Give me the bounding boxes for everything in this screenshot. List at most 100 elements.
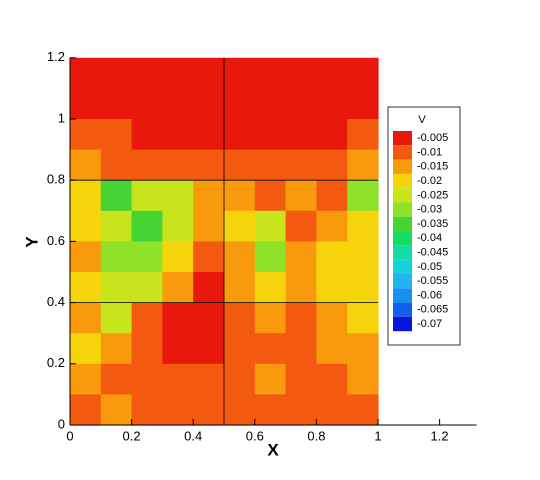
- contour-cell: [224, 149, 256, 181]
- contour-cell: [254, 333, 287, 365]
- contour-cell: [70, 149, 102, 181]
- contour-cell: [254, 57, 287, 89]
- contour-cell: [162, 333, 194, 365]
- contour-cell: [193, 57, 225, 89]
- contour-cell: [100, 180, 133, 212]
- contour-cell: [193, 241, 225, 273]
- y-tick-label: 0.4: [47, 294, 65, 309]
- legend-label: -0.03: [417, 204, 442, 216]
- legend-swatch: [393, 159, 412, 174]
- y-tick-label: 1.2: [47, 49, 65, 64]
- contour-cell: [347, 272, 379, 304]
- contour-cell: [285, 149, 317, 181]
- contour-cell: [193, 180, 225, 212]
- contour-cell: [162, 241, 194, 273]
- contour-cell: [70, 88, 102, 120]
- contour-cell: [347, 333, 379, 365]
- y-tick-label: 0.6: [47, 233, 65, 248]
- contour-cell: [254, 149, 287, 181]
- contour-cell: [193, 88, 225, 120]
- legend-swatch: [393, 188, 412, 203]
- legend-swatch: [393, 316, 412, 332]
- contour-cell: [347, 88, 379, 120]
- contour-cell: [193, 363, 225, 395]
- contour-cell: [224, 241, 256, 273]
- contour-cell: [254, 394, 287, 426]
- legend-swatch: [393, 302, 412, 317]
- contour-cell: [285, 57, 317, 89]
- contour-cell: [100, 302, 133, 334]
- legend-label: -0.005: [417, 132, 448, 144]
- legend-label: -0.04: [417, 232, 442, 244]
- contour-cell: [162, 210, 194, 242]
- contour-cell: [193, 119, 225, 151]
- contour-cell: [316, 394, 348, 426]
- contour-cell: [131, 394, 163, 426]
- contour-cell: [162, 57, 194, 89]
- contour-cell: [224, 180, 256, 212]
- x-tick-label: 0.6: [246, 428, 264, 443]
- contour-cell: [193, 394, 225, 426]
- legend-swatch: [393, 202, 412, 217]
- contour-cell: [254, 241, 287, 273]
- contour-cell: [316, 57, 348, 89]
- y-axis-title: Y: [22, 236, 41, 248]
- legend-swatch: [393, 245, 412, 260]
- legend-label: -0.06: [417, 289, 442, 301]
- contour-cell: [131, 363, 163, 395]
- contour-cell: [316, 149, 348, 181]
- contour-cell: [162, 180, 194, 212]
- contour-cell: [254, 119, 287, 151]
- legend-swatch: [393, 259, 412, 274]
- contour-cell: [70, 180, 102, 212]
- contour-cell: [193, 302, 225, 334]
- contour-cell: [131, 57, 163, 89]
- contour-cell: [316, 363, 348, 395]
- contour-cell: [224, 363, 256, 395]
- contour-cell: [162, 302, 194, 334]
- contour-cell: [224, 57, 256, 89]
- contour-cell: [100, 119, 133, 151]
- contour-cell: [131, 272, 163, 304]
- x-tick-label: 1: [374, 428, 381, 443]
- x-axis-title: X: [267, 440, 279, 459]
- contour-cell: [131, 302, 163, 334]
- legend-swatch: [393, 274, 412, 289]
- legend-swatch: [393, 145, 412, 160]
- legend-swatch: [393, 231, 412, 246]
- contour-cell: [131, 210, 163, 242]
- legend-label: -0.065: [417, 304, 448, 316]
- x-tick-label: 0: [66, 428, 73, 443]
- legend-swatch: [393, 216, 412, 232]
- x-tick-label: 0.2: [123, 428, 141, 443]
- contour-cell: [70, 394, 102, 426]
- contour-cell: [316, 302, 348, 334]
- y-tick-label: 0.8: [47, 172, 65, 187]
- contour-cell: [316, 180, 348, 212]
- contour-cell: [285, 180, 317, 212]
- contour-cell: [316, 333, 348, 365]
- contour-cell: [316, 88, 348, 120]
- contour-cell: [162, 88, 194, 120]
- legend-swatch: [393, 131, 412, 146]
- legend-label: -0.015: [417, 161, 448, 173]
- contour-cell: [224, 88, 256, 120]
- contour-cell: [285, 210, 317, 242]
- contour-cell: [70, 57, 102, 89]
- contour-cell: [193, 272, 225, 304]
- contour-cell: [70, 272, 102, 304]
- contour-cell: [347, 210, 379, 242]
- contour-cell: [100, 210, 133, 242]
- contour-cell: [347, 119, 379, 151]
- legend-label: -0.01: [417, 146, 442, 158]
- contour-cell: [347, 57, 379, 89]
- contour-cell: [254, 210, 287, 242]
- contour-cell: [162, 119, 194, 151]
- contour-cell: [285, 119, 317, 151]
- contour-cell: [70, 302, 102, 334]
- contour-cell: [347, 149, 379, 181]
- contour-cell: [70, 210, 102, 242]
- contour-cell: [254, 180, 287, 212]
- contour-cell: [285, 272, 317, 304]
- contour-cell: [162, 272, 194, 304]
